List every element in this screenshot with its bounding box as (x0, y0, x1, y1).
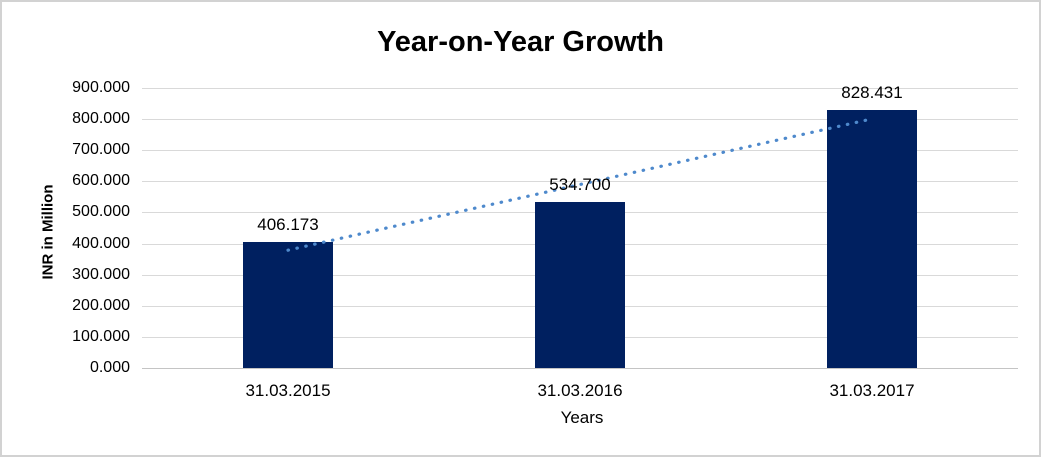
y-tick-label: 500.000 (72, 203, 130, 220)
x-tick-label: 31.03.2016 (537, 381, 623, 400)
bar-31.03.2015 (243, 241, 333, 368)
y-tick-label: 100.000 (72, 328, 130, 345)
y-tick-label: 300.000 (72, 266, 130, 283)
y-tick-label: 600.000 (72, 172, 130, 189)
y-tick-label: 700.000 (72, 141, 130, 158)
y-tick-label: 900.000 (72, 79, 130, 96)
x-tick-label: 31.03.2017 (829, 381, 915, 400)
x-axis-line (142, 368, 1018, 369)
data-label: 534.700 (549, 174, 611, 194)
y-tick-label: 400.000 (72, 235, 130, 252)
bar-31.03.2017 (827, 110, 917, 368)
chart-title: Year-on-Year Growth (377, 26, 664, 58)
bar-31.03.2016 (535, 201, 625, 368)
y-tick-label: 800.000 (72, 110, 130, 127)
data-label: 406.173 (257, 214, 319, 234)
data-label: 828.431 (841, 83, 903, 103)
x-tick-label: 31.03.2015 (245, 381, 331, 400)
gridline (142, 88, 1018, 89)
y-tick-label: 0.000 (89, 359, 130, 376)
y-tick-label: 200.000 (72, 297, 130, 314)
x-axis-title: Years (560, 408, 604, 427)
